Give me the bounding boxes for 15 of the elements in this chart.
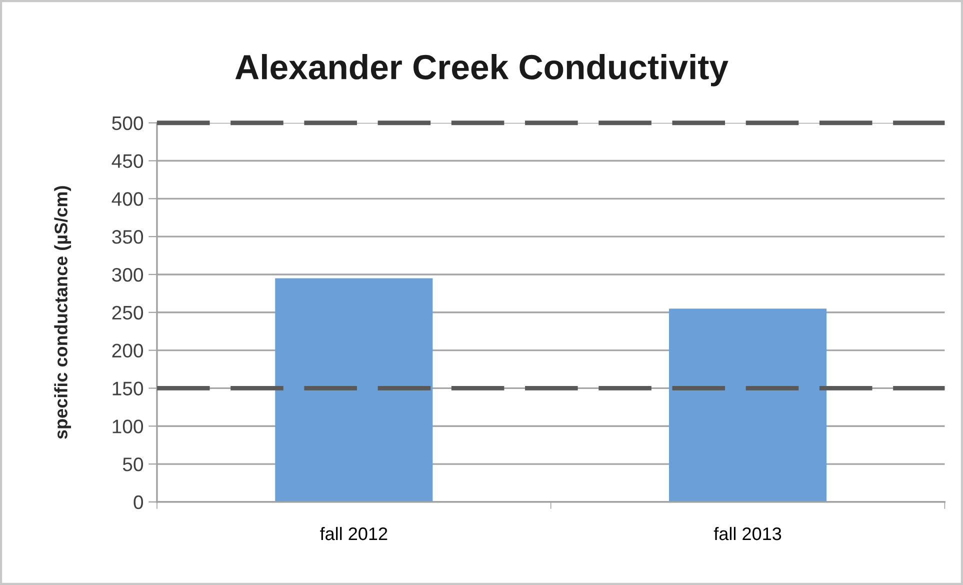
- y-tick-label: 300: [112, 268, 144, 282]
- y-tick-label: 350: [112, 230, 144, 244]
- y-tick-label: 400: [112, 192, 144, 206]
- y-tick-label: 100: [112, 420, 144, 434]
- y-tick-label: 0: [134, 495, 144, 510]
- chart-title: Alexander Creek Conductivity: [235, 54, 728, 86]
- x-tick-label: fall 2012: [320, 526, 388, 540]
- x-tick-label: fall 2013: [714, 526, 782, 540]
- y-tick-label: 200: [112, 344, 144, 358]
- y-tick-label: 250: [112, 306, 144, 320]
- y-tick-label: 150: [112, 382, 144, 396]
- y-tick-label: 500: [112, 116, 144, 130]
- y-tick-label: 450: [112, 154, 144, 168]
- y-tick-label: 50: [122, 457, 144, 472]
- y-axis-title: specific conductance (µS/cm): [54, 186, 72, 439]
